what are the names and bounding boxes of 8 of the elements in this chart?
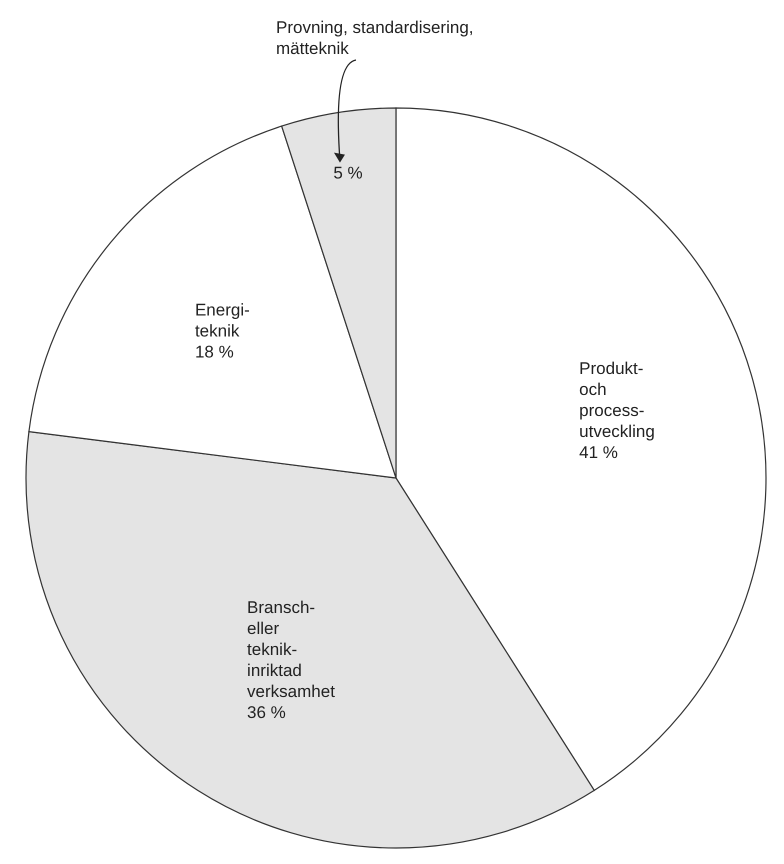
slice-label: Produkt- och process- utveckling (579, 359, 655, 442)
slice-label: Energi- teknik (194, 300, 250, 340)
data-label: 36 % (247, 702, 286, 722)
data-label: 41 % (579, 443, 618, 462)
data-label: 5 % (333, 164, 363, 183)
data-label: 18 % (194, 342, 234, 362)
slice-label: Bransch- eller teknik- inriktad verksamhet (247, 598, 336, 701)
slice-label: Provning, standardisering, mätteknik (276, 18, 474, 58)
